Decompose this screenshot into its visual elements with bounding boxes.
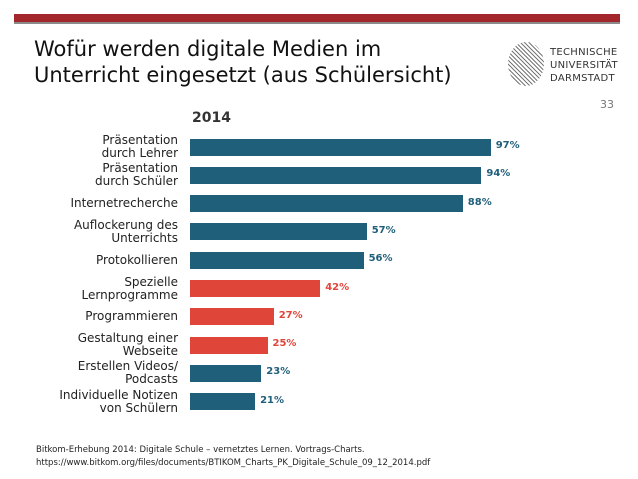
category-label-line: Erstellen Videos/ — [77, 359, 178, 374]
bar — [190, 280, 321, 297]
category-label: Erstellen Videos/Podcasts — [8, 360, 178, 386]
page-number: 33 — [600, 98, 614, 111]
category-label: Programmieren — [8, 310, 178, 323]
category-label-line: durch Lehrer — [101, 146, 178, 160]
category-label: Präsentation durch Lehrer — [8, 134, 178, 160]
category-label: Auflockerung des Unterrichts — [8, 217, 178, 245]
chart-title: 2014 — [192, 110, 231, 126]
category-label: Präsentation durch Schüler — [8, 162, 178, 188]
bar — [190, 223, 367, 241]
bar — [190, 166, 482, 184]
title-line-1: Wofür werden digitale Medien im — [34, 37, 382, 61]
value-label: 94% — [486, 168, 511, 180]
title-line-2: Unterricht eingesetzt (aus Schülersicht) — [34, 63, 452, 87]
value-label: 21% — [260, 394, 285, 406]
logo-line: UNIVERSITÄT — [550, 60, 618, 71]
category-label-line: Spezielle — [124, 274, 178, 289]
category-label: Gestaltung einer Webseite — [8, 332, 178, 358]
category-label-line: Protokollieren — [96, 252, 178, 267]
slide-title: Wofür werden digitale Medien im Unterric… — [34, 36, 452, 88]
category-label-line: Podcasts — [125, 372, 178, 387]
athena-seal-icon — [508, 42, 544, 86]
bar — [190, 195, 463, 213]
bar — [190, 393, 256, 411]
header-divider — [14, 22, 620, 24]
source-line-2: https://www.bitkom.org/files/documents/B… — [36, 458, 431, 468]
bar — [190, 138, 491, 156]
header-accent-bar — [14, 14, 620, 22]
category-label-line: durch Schüler — [95, 174, 178, 189]
category-label-line: Internetrecherche — [70, 196, 178, 211]
value-label: 57% — [371, 224, 396, 236]
source-note: Bitkom-Erhebung 2014: Digitale Schule – … — [36, 444, 430, 470]
value-label: 27% — [278, 309, 303, 321]
value-label: 88% — [467, 196, 492, 208]
category-label: Individuelle Notizen von Schülern — [8, 387, 178, 415]
category-label-line: Auflockerung des — [73, 217, 178, 232]
tu-darmstadt-logo: TECHNISCHE UNIVERSITÄT DARMSTADT — [508, 40, 620, 92]
category-label-line: Lernprogramme — [81, 287, 178, 302]
value-label: 56% — [368, 253, 393, 265]
bar — [190, 308, 274, 326]
value-label: 97% — [495, 140, 520, 151]
logo-line: TECHNISCHE — [550, 47, 618, 58]
value-label: 42% — [325, 281, 350, 293]
bar — [190, 336, 268, 354]
category-label-line: von Schülern — [99, 400, 178, 415]
logo-text: TECHNISCHE UNIVERSITÄT DARMSTADT — [550, 46, 618, 85]
source-line-1: Bitkom-Erhebung 2014: Digitale Schule – … — [36, 445, 365, 455]
logo-line: DARMSTADT — [550, 73, 615, 84]
bar — [190, 364, 262, 382]
value-label: 25% — [272, 338, 297, 350]
value-label: 23% — [266, 366, 291, 378]
category-label: Spezielle Lernprogramme — [8, 274, 178, 302]
category-label: Internetrecherche — [8, 197, 178, 210]
category-label-line: Gestaltung einer — [77, 331, 178, 346]
category-label-line: Präsentation — [102, 133, 178, 147]
category-label: Protokollieren — [8, 252, 178, 267]
category-label-line: Präsentation — [102, 161, 178, 176]
category-label-line: Webseite — [122, 344, 178, 359]
bar — [190, 251, 364, 269]
category-label-line: Programmieren — [85, 309, 178, 324]
category-label-line: Individuelle Notizen — [59, 387, 178, 402]
category-label-line: Unterrichts — [111, 230, 178, 245]
